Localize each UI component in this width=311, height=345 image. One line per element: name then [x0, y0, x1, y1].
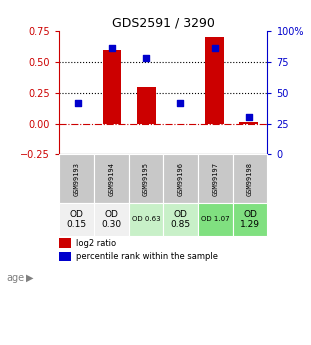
Bar — [59, 238, 71, 248]
Bar — [198, 154, 233, 203]
Bar — [163, 154, 198, 203]
Text: OD
0.15: OD 0.15 — [66, 209, 86, 229]
Bar — [59, 252, 71, 261]
Text: age: age — [6, 273, 24, 283]
Bar — [239, 122, 258, 124]
Bar — [128, 154, 163, 203]
Text: OD
0.30: OD 0.30 — [101, 209, 121, 229]
Bar — [59, 203, 94, 236]
Bar — [233, 203, 267, 236]
Bar — [103, 50, 121, 124]
Text: GSM99197: GSM99197 — [212, 161, 218, 196]
Text: GSM99198: GSM99198 — [247, 161, 253, 196]
Text: OD 1.07: OD 1.07 — [201, 216, 230, 222]
Text: GSM99194: GSM99194 — [108, 161, 114, 196]
Text: GSM99195: GSM99195 — [143, 161, 149, 196]
Text: ▶: ▶ — [26, 273, 34, 283]
Title: GDS2591 / 3290: GDS2591 / 3290 — [112, 17, 215, 30]
Text: GSM99193: GSM99193 — [73, 161, 79, 196]
Text: OD
0.85: OD 0.85 — [170, 209, 191, 229]
Text: GSM99196: GSM99196 — [178, 161, 183, 196]
Bar — [94, 203, 128, 236]
Text: OD
1.29: OD 1.29 — [240, 209, 260, 229]
Bar — [198, 203, 233, 236]
Point — [75, 100, 80, 105]
Bar — [128, 203, 163, 236]
Bar — [94, 154, 128, 203]
Text: percentile rank within the sample: percentile rank within the sample — [77, 252, 218, 261]
Point — [144, 56, 149, 61]
Text: log2 ratio: log2 ratio — [77, 239, 117, 248]
Point — [178, 100, 183, 105]
Bar — [233, 154, 267, 203]
Text: OD 0.63: OD 0.63 — [132, 216, 160, 222]
Bar — [59, 154, 94, 203]
Point — [212, 46, 217, 51]
Bar — [163, 203, 198, 236]
Bar — [205, 37, 224, 124]
Bar — [137, 87, 156, 124]
Point — [109, 46, 114, 51]
Point — [246, 115, 251, 120]
